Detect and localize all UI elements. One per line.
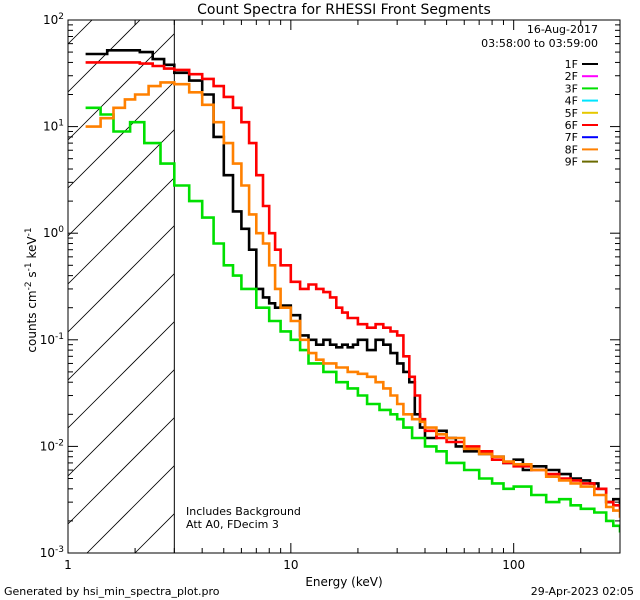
- y-axis-label: counts cm-2 s-1 keV-1: [24, 227, 39, 352]
- legend-label-5F: 5F: [565, 107, 578, 120]
- y-tick-label: 101: [43, 119, 64, 134]
- y-tick-label: 102: [43, 12, 64, 27]
- series-8F: [85, 81, 620, 518]
- axis-ticks: [67, 19, 621, 554]
- legend-label-7F: 7F: [565, 131, 578, 144]
- y-tick-label: 100: [43, 225, 64, 240]
- footer-timestamp: 29-Apr-2023 02:05: [530, 585, 634, 598]
- legend-label-8F: 8F: [565, 143, 578, 156]
- x-axis-label: Energy (keV): [305, 575, 382, 589]
- chart-title: Count Spectra for RHESSI Front Segments: [197, 2, 491, 18]
- legend-label-9F: 9F: [565, 156, 578, 169]
- series-1F: [85, 49, 620, 507]
- legend-label-6F: 6F: [565, 119, 578, 132]
- annotation-background: Includes Background: [186, 505, 301, 518]
- x-tick-label: 1: [64, 558, 72, 572]
- y-tick-label: 10-2: [40, 438, 64, 453]
- footer-generated-by: Generated by hsi_min_spectra_plot.pro: [4, 585, 220, 598]
- hatched-region: [68, 20, 175, 553]
- time-range-label: 03:58:00 to 03:59:00: [481, 37, 598, 50]
- series-6F: [85, 61, 620, 512]
- plot-frame: [67, 19, 621, 554]
- annotation-attenuator: Att A0, FDecim 3: [186, 518, 279, 531]
- legend-label-4F: 4F: [565, 95, 578, 108]
- x-tick-label: 100: [502, 558, 525, 572]
- y-tick-label: 10-3: [40, 545, 64, 560]
- legend-label-3F: 3F: [565, 82, 578, 95]
- x-tick-label: 10: [283, 558, 298, 572]
- series-3F: [85, 106, 620, 533]
- legend-label-2F: 2F: [565, 70, 578, 83]
- y-tick-label: 10-1: [40, 332, 64, 347]
- date-label: 16-Aug-2017: [527, 23, 598, 36]
- legend-label-1F: 1F: [565, 58, 578, 71]
